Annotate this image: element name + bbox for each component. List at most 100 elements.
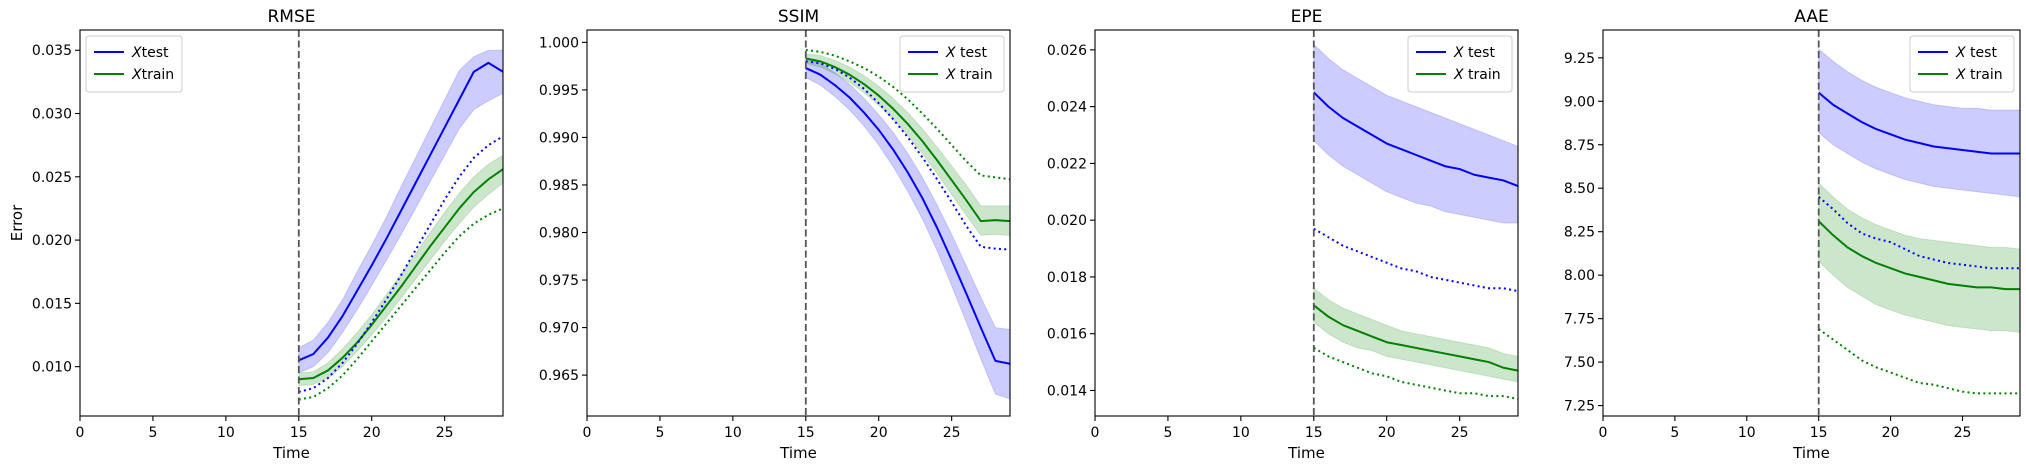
legend-label: X train	[1955, 67, 2003, 83]
y-tick-label: 0.970	[539, 321, 579, 337]
y-tick-label: 8.00	[1564, 268, 1595, 284]
series-line-dotted-green	[1313, 347, 1518, 400]
y-tick-label: 0.030	[32, 107, 72, 123]
legend-box	[899, 35, 1005, 93]
series-line-xtest	[1313, 91, 1518, 188]
y-tick-label: 0.010	[32, 360, 72, 376]
series-line-xtrain	[298, 168, 503, 381]
x-tick-label: 5	[148, 425, 157, 441]
x-tick-label: 10	[724, 425, 742, 441]
legend-box	[1909, 35, 2015, 93]
y-tick-label: 7.50	[1564, 355, 1595, 371]
x-tick-label: 20	[870, 425, 888, 441]
x-tick-label: 0	[583, 425, 592, 441]
series-line-xtrain	[1817, 220, 2020, 291]
x-tick-label: 15	[1305, 425, 1323, 441]
legend-label: X test	[1453, 45, 1495, 61]
series-line-xtrain	[805, 57, 1010, 223]
y-tick-label: 1.000	[539, 35, 579, 51]
x-axis-label: Time	[1792, 444, 1830, 462]
y-tick-label: 0.975	[539, 273, 579, 289]
legend-box	[85, 35, 183, 93]
y-tick-label: 0.024	[1047, 100, 1087, 116]
legend-label: Xtrain	[131, 67, 174, 83]
x-axis-label: Time	[1287, 444, 1325, 462]
legend-box	[1407, 35, 1513, 93]
legend-label: Xtest	[131, 45, 169, 61]
series-line-dotted-blue	[1313, 227, 1518, 293]
x-tick-label: 5	[655, 425, 664, 441]
y-tick-label: 9.00	[1564, 94, 1595, 110]
axes-frame	[1602, 29, 2021, 417]
y-tick-label: 0.022	[1047, 156, 1087, 172]
plot-area	[1312, 30, 1518, 416]
chart-title: SSIM	[778, 7, 819, 27]
y-tick-label: 0.995	[539, 83, 579, 99]
axes-frame	[586, 29, 1011, 417]
x-axis-label: Time	[272, 444, 310, 462]
confidence-band-xtest	[1818, 48, 2020, 198]
y-tick-label: 0.035	[32, 43, 72, 59]
y-tick-label: 0.985	[539, 178, 579, 194]
y-tick-label: 0.020	[32, 233, 72, 249]
confidence-band-xtrain	[1313, 287, 1518, 383]
x-tick-label: 10	[1232, 425, 1250, 441]
y-tick-label: 0.980	[539, 226, 579, 242]
legend: X test X train	[899, 35, 1005, 93]
x-tick-label: 10	[217, 425, 235, 441]
y-tick-label: 0.014	[1047, 383, 1087, 399]
panel-aae: 0 5 10 15 20 25 7.25 7.50 7.75 8.00 8.25 8.50 8.75 9.…	[1564, 7, 2021, 462]
axes-frame	[1094, 29, 1519, 417]
panel-epe: 0 5 10 15 20 25 0.014 0.016 0.018 0.020 0.022 0.024…	[1047, 7, 1519, 462]
legend: Xtest Xtrain	[85, 35, 183, 93]
plot-area	[297, 30, 503, 416]
chart-title: EPE	[1291, 7, 1323, 27]
y-tick-label: 0.026	[1047, 43, 1087, 59]
y-tick-label: 9.25	[1564, 51, 1595, 67]
series-line-dotted-blue	[1818, 196, 2020, 270]
legend-label: X train	[945, 67, 993, 83]
series-line-dotted-green	[1818, 328, 2020, 395]
legend-label: X train	[1453, 67, 1501, 83]
y-tick-label: 8.25	[1564, 225, 1595, 241]
x-tick-label: 25	[1451, 425, 1469, 441]
y-tick-label: 7.75	[1564, 312, 1595, 328]
x-tick-label: 15	[797, 425, 815, 441]
x-tick-label: 10	[1738, 425, 1756, 441]
x-tick-label: 25	[943, 425, 961, 441]
y-axis-label: Error	[8, 204, 26, 241]
series-line-xtrain	[1313, 304, 1518, 372]
y-tick-label: 0.965	[539, 368, 579, 384]
y-tick-label: 0.018	[1047, 270, 1087, 286]
y-tick-label: 0.990	[539, 130, 579, 146]
x-tick-label: 0	[76, 425, 85, 441]
series-line-xtest	[1818, 91, 2020, 155]
series-line-xtest	[298, 61, 503, 362]
x-tick-label: 20	[1378, 425, 1396, 441]
x-tick-label: 5	[1670, 425, 1679, 441]
panel-ssim: 0 5 10 15 20 25 0.965 0.970 0.975 0.980 0.985 0.990…	[539, 7, 1011, 462]
y-tick-label: 0.016	[1047, 327, 1087, 343]
y-tick-label: 8.50	[1564, 181, 1595, 197]
legend: X test X train	[1407, 35, 1513, 93]
plot-area	[804, 30, 1010, 416]
x-tick-label: 25	[1954, 425, 1972, 441]
confidence-band-xtest	[1313, 43, 1518, 224]
x-tick-label: 20	[1882, 425, 1900, 441]
legend: X test X train	[1909, 35, 2015, 93]
y-tick-label: 0.025	[32, 170, 72, 186]
chart-title: RMSE	[267, 7, 315, 27]
y-tick-label: 8.75	[1564, 138, 1595, 154]
panel-rmse: 0 5 10 15 20 25 0.010 0.015 0.020 0.025 0.030 0.035…	[8, 7, 504, 462]
confidence-band-xtest	[805, 57, 1010, 400]
confidence-band-xtrain	[1818, 181, 2020, 334]
confidence-band-xtrain	[298, 154, 503, 387]
y-tick-label: 0.020	[1047, 213, 1087, 229]
series-line-xtest	[805, 67, 1010, 365]
x-tick-label: 15	[290, 425, 308, 441]
legend-label: X test	[945, 45, 987, 61]
series-line-dotted-green	[298, 207, 503, 401]
series-line-dotted-blue	[298, 135, 503, 393]
x-tick-label: 0	[1599, 425, 1608, 441]
